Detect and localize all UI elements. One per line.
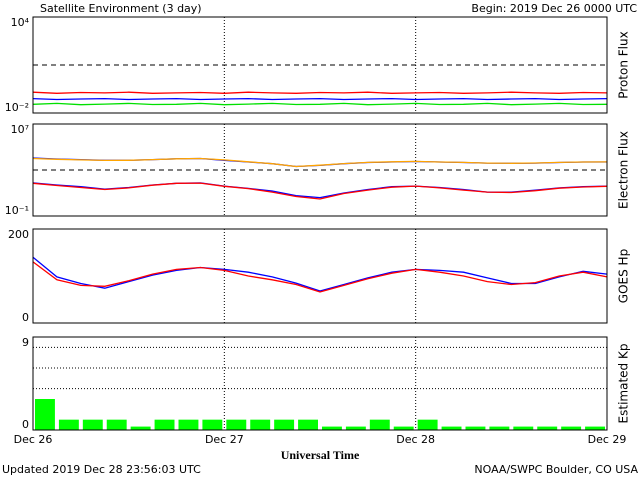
panel-frame (32, 123, 608, 217)
bar (35, 399, 55, 430)
chart-title: Satellite Environment (3 day) (40, 2, 202, 15)
bar (561, 426, 582, 430)
data-line (32, 182, 608, 200)
x-tick-label: Dec 29 (588, 433, 627, 446)
bar (465, 426, 486, 430)
data-line (32, 182, 608, 199)
y-tick-label: 200 (8, 228, 29, 241)
bar (154, 419, 175, 430)
bar (417, 419, 438, 430)
credit-label: NOAA/SWPC Boulder, CO USA (474, 463, 638, 476)
bar (322, 426, 342, 430)
bar (513, 426, 534, 430)
panel-frame (32, 228, 608, 324)
y-axis-title: Proton Flux (617, 31, 631, 98)
x-tick-label: Dec 26 (14, 433, 53, 446)
y-tick-label: 0 (22, 418, 29, 431)
bar (82, 419, 103, 430)
panel-frame (32, 16, 608, 114)
bar (369, 419, 390, 430)
bar (178, 419, 199, 430)
bar (393, 426, 414, 430)
y-axis-title: GOES Hp (617, 249, 631, 303)
bar (226, 419, 247, 430)
data-line (32, 261, 608, 293)
y-tick-label: 10⁴ (11, 16, 30, 29)
bar (345, 426, 366, 430)
bar (202, 419, 223, 430)
y-axis-title: Estimated Kp (617, 344, 631, 424)
bar (274, 419, 295, 430)
y-tick-label: 9 (22, 336, 29, 349)
bar (298, 419, 318, 430)
y-axis-title: Electron Flux (617, 131, 631, 209)
data-line (32, 91, 608, 94)
bar (441, 426, 462, 430)
bar (130, 426, 151, 430)
y-tick-label: 10⁷ (11, 123, 29, 136)
data-line (32, 256, 608, 292)
begin-label: Begin: 2019 Dec 26 0000 UTC (471, 2, 637, 15)
bar (489, 426, 510, 430)
data-line (32, 157, 608, 168)
data-line (32, 97, 608, 101)
panel-frame (32, 336, 608, 431)
updated-label: Updated 2019 Dec 28 23:56:03 UTC (2, 463, 201, 476)
x-tick-label: Dec 27 (205, 433, 244, 446)
x-axis-title: Universal Time (281, 448, 360, 462)
bar (585, 426, 605, 430)
y-tick-label: 0 (22, 311, 29, 324)
bar (537, 426, 558, 430)
bar (58, 419, 79, 430)
bar (106, 419, 127, 430)
y-tick-label: 10⁻² (5, 101, 29, 114)
x-tick-label: Dec 28 (396, 433, 435, 446)
data-line (32, 102, 608, 106)
bar (250, 419, 271, 430)
y-tick-label: 10⁻¹ (5, 204, 29, 217)
